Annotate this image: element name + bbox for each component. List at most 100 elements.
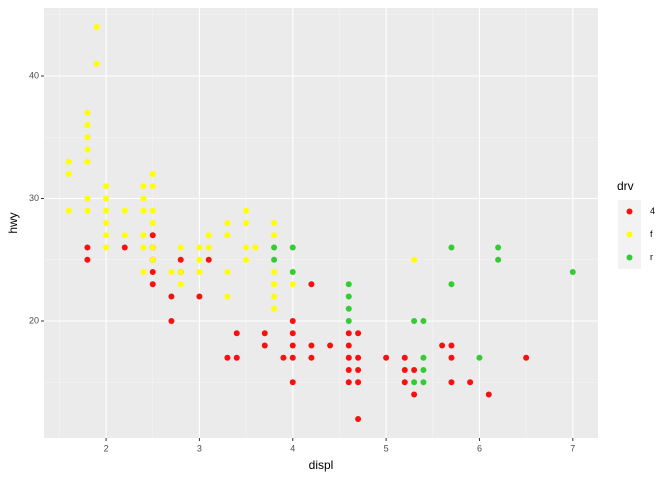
point bbox=[177, 269, 184, 276]
point bbox=[271, 305, 278, 312]
point bbox=[411, 391, 418, 398]
point bbox=[103, 244, 110, 251]
point bbox=[196, 293, 203, 300]
point bbox=[345, 379, 352, 386]
point bbox=[103, 232, 110, 239]
point bbox=[84, 256, 91, 263]
point bbox=[467, 379, 474, 386]
point bbox=[84, 158, 91, 165]
point bbox=[289, 330, 296, 337]
point bbox=[140, 232, 147, 239]
point bbox=[196, 244, 203, 251]
point bbox=[401, 379, 408, 386]
legend-marker bbox=[626, 231, 633, 238]
point bbox=[495, 256, 502, 263]
point bbox=[289, 318, 296, 325]
point bbox=[289, 244, 296, 251]
point bbox=[84, 134, 91, 141]
point bbox=[149, 170, 156, 177]
point bbox=[355, 379, 362, 386]
point bbox=[243, 220, 250, 226]
panel bbox=[44, 8, 598, 438]
point bbox=[271, 281, 278, 288]
point bbox=[149, 232, 156, 239]
point bbox=[495, 244, 502, 251]
point bbox=[448, 342, 455, 349]
point bbox=[205, 244, 212, 251]
point bbox=[401, 367, 408, 374]
point bbox=[271, 244, 278, 251]
x-tick-label: 7 bbox=[570, 443, 575, 453]
point bbox=[308, 354, 315, 361]
point bbox=[84, 207, 91, 214]
legend-label: f bbox=[650, 229, 653, 239]
point bbox=[84, 121, 91, 128]
point bbox=[233, 330, 240, 337]
point bbox=[103, 183, 110, 190]
point bbox=[280, 354, 287, 361]
point bbox=[140, 207, 147, 214]
point bbox=[345, 367, 352, 374]
point bbox=[420, 318, 427, 325]
point bbox=[177, 256, 184, 263]
point bbox=[271, 232, 278, 239]
point bbox=[345, 305, 352, 312]
point bbox=[205, 256, 212, 263]
legend-label: r bbox=[650, 252, 653, 262]
x-tick-label: 5 bbox=[384, 443, 389, 453]
point bbox=[345, 318, 352, 325]
point bbox=[103, 207, 110, 214]
point bbox=[411, 256, 418, 263]
point bbox=[140, 269, 147, 276]
point bbox=[149, 220, 156, 226]
point bbox=[252, 244, 259, 251]
point bbox=[93, 60, 100, 67]
point bbox=[383, 354, 390, 361]
point bbox=[149, 183, 156, 190]
point bbox=[243, 207, 250, 214]
point bbox=[261, 342, 268, 349]
point bbox=[289, 342, 296, 349]
point bbox=[93, 23, 100, 30]
point bbox=[65, 170, 72, 177]
point bbox=[196, 269, 203, 276]
point bbox=[411, 367, 418, 374]
point bbox=[168, 318, 175, 325]
y-tick-label: 30 bbox=[29, 193, 39, 203]
point bbox=[243, 244, 250, 251]
point bbox=[271, 269, 278, 276]
point bbox=[149, 207, 156, 214]
point bbox=[224, 293, 231, 300]
point bbox=[65, 207, 72, 214]
y-tick-label: 40 bbox=[29, 70, 39, 80]
point bbox=[476, 354, 483, 361]
point bbox=[448, 244, 455, 251]
point bbox=[420, 354, 427, 361]
point bbox=[411, 379, 418, 386]
y-tick-label: 20 bbox=[29, 315, 39, 325]
point bbox=[485, 391, 492, 398]
point bbox=[224, 220, 231, 226]
point bbox=[448, 281, 455, 288]
point bbox=[345, 342, 352, 349]
legend-title: drv bbox=[617, 179, 634, 193]
point bbox=[149, 269, 156, 276]
point bbox=[345, 354, 352, 361]
point bbox=[420, 367, 427, 374]
point bbox=[448, 354, 455, 361]
point bbox=[327, 342, 334, 349]
x-tick-label: 2 bbox=[104, 443, 109, 453]
point bbox=[401, 354, 408, 361]
point bbox=[308, 281, 315, 288]
point bbox=[149, 244, 156, 251]
point bbox=[224, 232, 231, 239]
point bbox=[271, 293, 278, 300]
point bbox=[177, 244, 184, 251]
point bbox=[121, 232, 128, 239]
point bbox=[308, 342, 315, 349]
point bbox=[271, 256, 278, 263]
point bbox=[233, 354, 240, 361]
x-axis-title: displ bbox=[309, 458, 334, 472]
point bbox=[103, 220, 110, 226]
